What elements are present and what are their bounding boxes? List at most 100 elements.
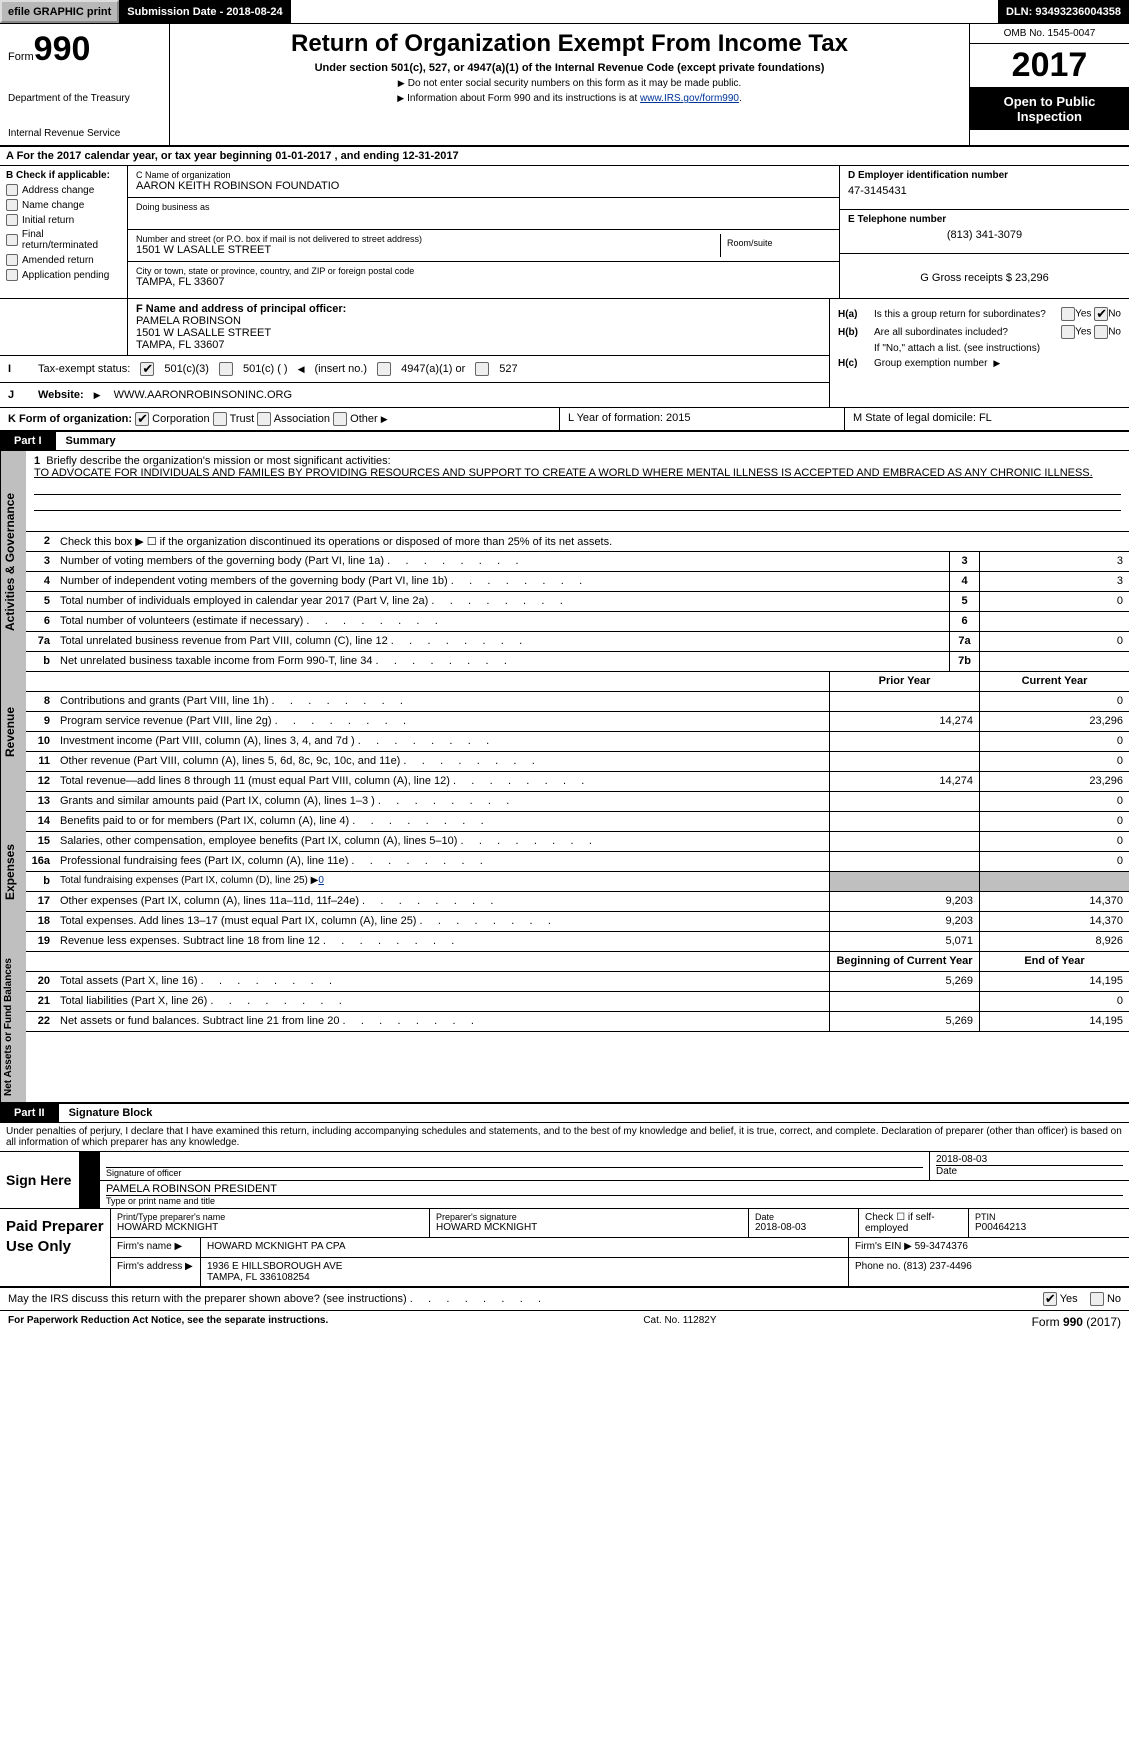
irs-label: Internal Revenue Service [8,128,161,139]
revenue-block: Revenue Prior Year Current Year 8Contrib… [0,672,1129,792]
empty-cell [0,299,128,355]
note1: Do not enter social security numbers on … [182,78,957,89]
arrow-icon [80,1181,100,1208]
hb-yes[interactable] [1061,325,1075,339]
gross-receipts: G Gross receipts $ 23,296 [840,254,1129,298]
vtab-net-assets: Net Assets or Fund Balances [0,952,26,1102]
gov-line: bNet unrelated business taxable income f… [26,652,1129,672]
chk-trust[interactable] [213,412,227,426]
hb-no[interactable] [1094,325,1108,339]
m-state-domicile: M State of legal domicile: FL [845,408,1129,430]
table-row: 20Total assets (Part X, line 16)5,26914,… [26,972,1129,992]
net-header-row: Beginning of Current Year End of Year [26,952,1129,972]
chk-initial-return[interactable]: Initial return [6,214,121,226]
gov-line: 5Total number of individuals employed in… [26,592,1129,612]
chk-4947[interactable] [377,362,391,376]
table-row: 17Other expenses (Part IX, column (A), l… [26,892,1129,912]
table-row: 22Net assets or fund balances. Subtract … [26,1012,1129,1032]
omb-no: OMB No. 1545-0047 [970,24,1129,44]
gov-line: 7aTotal unrelated business revenue from … [26,632,1129,652]
table-row: 15Salaries, other compensation, employee… [26,832,1129,852]
paid-preparer-block: Paid Preparer Use Only Print/Type prepar… [0,1208,1129,1288]
chk-501c[interactable] [219,362,233,376]
vtab-activities: Activities & Governance [0,451,26,672]
gov-line: 3Number of voting members of the governi… [26,552,1129,572]
discuss-yes[interactable] [1043,1292,1057,1306]
chk-app-pending[interactable]: Application pending [6,269,121,281]
chk-other[interactable] [333,412,347,426]
table-row: 9Program service revenue (Part VIII, lin… [26,712,1129,732]
table-row: 10Investment income (Part VIII, column (… [26,732,1129,752]
header-left: Form990 Department of the Treasury Inter… [0,24,170,145]
city-row: City or town, state or province, country… [128,262,839,294]
firm-phone: (813) 237-4496 [903,1261,971,1272]
col-d-ein: D Employer identification number 47-3145… [839,166,1129,298]
sig-officer-field: Signature of officer [100,1152,929,1180]
discuss-no[interactable] [1090,1292,1104,1306]
ha-yes[interactable] [1061,307,1075,321]
table-row: 12Total revenue—add lines 8 through 11 (… [26,772,1129,792]
col-c-org-info: C Name of organization AARON KEITH ROBIN… [128,166,839,298]
telephone-value: (813) 341-3079 [848,229,1121,241]
open-public: Open to PublicInspection [970,88,1129,130]
header-mid: Return of Organization Exempt From Incom… [170,24,969,145]
table-row: 21Total liabilities (Part X, line 26)0 [26,992,1129,1012]
self-employed-check[interactable]: Check ☐ if self-employed [859,1209,969,1237]
chk-assoc[interactable] [257,412,271,426]
irs-link[interactable]: www.IRS.gov/form990 [640,93,739,104]
form-subtitle: Under section 501(c), 527, or 4947(a)(1)… [182,62,957,74]
hb-row: H(b) Are all subordinates included? Yes … [838,325,1121,339]
arrow-icon [80,1152,100,1180]
efile-print-button[interactable]: efile GRAPHIC print [0,0,119,23]
table-row: 19Revenue less expenses. Subtract line 1… [26,932,1129,952]
identity-block: B Check if applicable: Address change Na… [0,166,1129,299]
fundraising-link[interactable]: 0 [318,875,324,886]
gov-line: 4Number of independent voting members of… [26,572,1129,592]
col-b-header: B Check if applicable: [6,170,121,181]
preparer-date: 2018-08-03 [755,1222,852,1233]
vtab-expenses: Expenses [0,792,26,952]
telephone-row: E Telephone number (813) 341-3079 [840,210,1129,254]
firm-address: 1936 E HILLSBOROUGH AVE TAMPA, FL 336108… [201,1258,849,1286]
spacer [291,0,998,23]
tax-exempt-row: I Tax-exempt status: 501(c)(3) 501(c) ( … [0,356,829,383]
paid-preparer-label: Paid Preparer Use Only [0,1209,110,1286]
klm-row: K Form of organization: Corporation Trus… [0,408,1129,432]
street-address: 1501 W LASALLE STREET [136,244,720,256]
sign-here-label: Sign Here [0,1152,80,1208]
topbar: efile GRAPHIC print Submission Date - 20… [0,0,1129,24]
sig-date-field: 2018-08-03 Date [929,1152,1129,1180]
k-form-org: K Form of organization: Corporation Trus… [0,408,560,430]
mission-block: 1 Briefly describe the organization's mi… [26,451,1129,532]
penalties-text: Under penalties of perjury, I declare th… [0,1123,1129,1152]
row-a-tax-year: A For the 2017 calendar year, or tax yea… [0,147,1129,166]
table-row: 18Total expenses. Add lines 13–17 (must … [26,912,1129,932]
checkbox-icon [6,214,18,226]
tax-year: 2017 [970,44,1129,88]
chk-address-change[interactable]: Address change [6,184,121,196]
checkbox-icon [6,234,18,246]
address-row: Number and street (or P.O. box if mail i… [128,230,839,262]
rev-header-row: Prior Year Current Year [26,672,1129,692]
chk-final-return[interactable]: Final return/terminated [6,229,121,251]
sig-name-field: PAMELA ROBINSON PRESIDENT Type or print … [100,1181,1129,1208]
form-header: Form990 Department of the Treasury Inter… [0,24,1129,147]
form-word: Form [8,51,34,63]
ha-row: H(a) Is this a group return for subordin… [838,307,1121,321]
website-value: WWW.AARONROBINSONINC.ORG [114,389,292,401]
chk-501c3[interactable] [140,362,154,376]
firm-ein: 59-3474376 [915,1241,968,1252]
chk-527[interactable] [475,362,489,376]
chk-name-change[interactable]: Name change [6,199,121,211]
table-row: 14Benefits paid to or for members (Part … [26,812,1129,832]
officer-name: PAMELA ROBINSON [136,315,821,327]
table-row: 13Grants and similar amounts paid (Part … [26,792,1129,812]
ha-no[interactable] [1094,307,1108,321]
checkbox-icon [6,254,18,266]
part1-header: Part I Summary [0,432,1129,451]
chk-corp[interactable] [135,412,149,426]
ptin-value: P00464213 [975,1222,1123,1233]
chk-amended[interactable]: Amended return [6,254,121,266]
expenses-block: Expenses 13Grants and similar amounts pa… [0,792,1129,952]
hb-note: If "No," attach a list. (see instruction… [838,343,1121,354]
